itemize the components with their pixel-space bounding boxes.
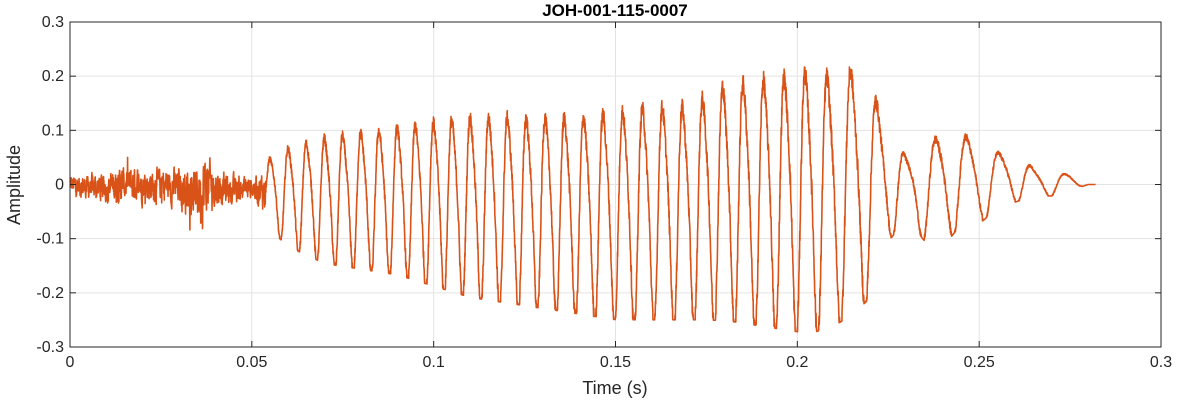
y-tick-label: -0.3 bbox=[36, 339, 64, 356]
x-tick-label: 0.1 bbox=[423, 354, 445, 371]
y-tick-label: 0 bbox=[55, 177, 64, 194]
y-tick-label: 0.2 bbox=[42, 68, 64, 85]
ticks: 0 0.05 0.1 0.15 0.2 0.25 0.3 -0.3 -0.2 -0.1 0 0.1 0.… bbox=[36, 14, 1172, 371]
x-tick-label: 0.3 bbox=[1150, 354, 1172, 371]
x-tick-label: 0 bbox=[66, 354, 75, 371]
x-axis-label: Time (s) bbox=[582, 378, 647, 398]
x-tick-label: 0.25 bbox=[964, 354, 995, 371]
series-layer bbox=[69, 66, 1097, 333]
y-tick-label: -0.2 bbox=[36, 285, 64, 302]
x-tick-label: 0.05 bbox=[236, 354, 267, 371]
x-tick-label: 0.15 bbox=[600, 354, 631, 371]
y-tick-label: -0.1 bbox=[36, 231, 64, 248]
y-tick-label: 0.1 bbox=[42, 122, 64, 139]
x-tick-label: 0.2 bbox=[786, 354, 808, 371]
y-axis-label: Amplitude bbox=[4, 145, 24, 225]
waveform-series-line bbox=[69, 66, 1097, 333]
y-tick-label: 0.3 bbox=[42, 14, 64, 31]
chart-title: JOH-001-115-0007 bbox=[542, 1, 688, 20]
